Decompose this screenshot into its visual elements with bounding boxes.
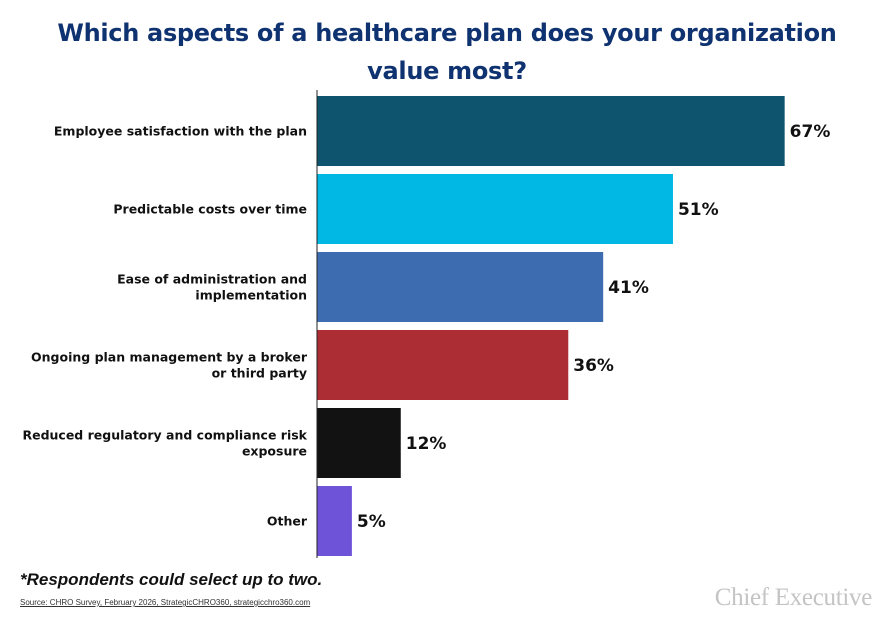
bar-3 xyxy=(317,330,569,400)
category-label-0: Employee satisfaction with the plan xyxy=(54,124,307,139)
chart-title: Which aspects of a healthcare plan does … xyxy=(57,19,837,85)
value-label-4: 12% xyxy=(406,434,447,454)
value-label-5: 5% xyxy=(357,512,386,532)
category-label-4: Reduced regulatory and compliance risk ex… xyxy=(22,428,307,459)
bar-1 xyxy=(317,174,673,244)
bar-4 xyxy=(317,408,401,478)
category-label-line: Predictable costs over time xyxy=(113,202,307,217)
category-label-3: Ongoing plan management by a broker or th… xyxy=(31,350,308,381)
footnote: *Respondents could select up to two. xyxy=(20,570,323,589)
bar-0 xyxy=(317,96,785,166)
chief-executive-logo: Chief Executive xyxy=(714,584,873,611)
category-labels: Employee satisfaction with the plan Predi… xyxy=(22,124,307,529)
category-label-1: Predictable costs over time xyxy=(113,202,307,217)
category-label-line: implementation xyxy=(195,288,307,303)
value-label-1: 51% xyxy=(678,200,719,220)
category-label-5: Other xyxy=(267,514,308,529)
category-label-line: exposure xyxy=(242,444,307,459)
category-label-line: Employee satisfaction with the plan xyxy=(54,124,307,139)
value-label-3: 36% xyxy=(573,356,614,376)
category-label-2: Ease of administration and implementation xyxy=(117,272,307,303)
bars xyxy=(317,96,785,556)
value-labels: 67% 51% 41% 36% 12% 5% xyxy=(357,122,830,532)
category-label-line: Other xyxy=(267,514,308,529)
bar-2 xyxy=(317,252,604,322)
bar-5 xyxy=(317,486,352,556)
source-link[interactable]: Source: CHRO Survey, February 2026, Stra… xyxy=(20,598,311,607)
category-label-line: Reduced regulatory and compliance risk xyxy=(22,428,307,443)
category-label-line: Ongoing plan management by a broker xyxy=(31,350,308,365)
category-label-line: Ease of administration and xyxy=(117,272,307,287)
value-label-0: 67% xyxy=(790,122,831,142)
value-label-2: 41% xyxy=(608,278,649,298)
category-label-line: or third party xyxy=(212,366,307,381)
